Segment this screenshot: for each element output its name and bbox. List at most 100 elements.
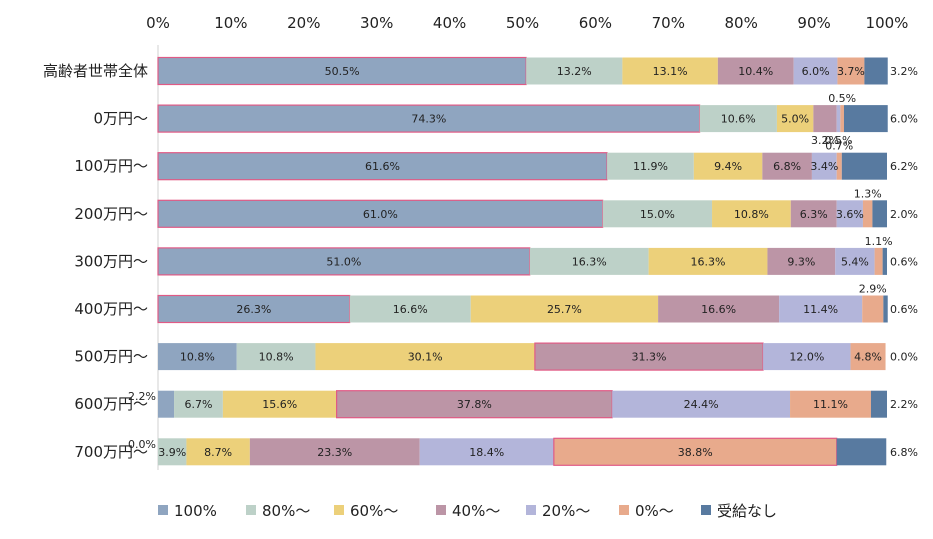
x-tick-label: 30% — [360, 14, 393, 32]
bar-segment — [222, 390, 337, 418]
data-label: 16.3% — [572, 255, 607, 268]
data-label: 2.2% — [128, 390, 156, 403]
data-label: 3.2% — [811, 134, 839, 147]
data-label: 6.8% — [890, 446, 918, 459]
bar-segment — [336, 390, 613, 419]
bar-segment — [157, 199, 604, 228]
data-label: 50.5% — [325, 65, 360, 78]
data-label: 16.3% — [691, 255, 726, 268]
data-label: 10.8% — [180, 351, 215, 364]
bar-segment — [693, 152, 763, 180]
data-label: 4.8% — [854, 351, 882, 364]
data-label: 15.0% — [640, 208, 675, 221]
bar-segment — [811, 152, 837, 180]
bar-segment — [602, 200, 713, 228]
legend-swatch — [334, 505, 344, 515]
data-label: 31.3% — [632, 351, 667, 364]
data-label: 6.2% — [890, 160, 918, 173]
bar-segment — [882, 247, 887, 275]
x-tick-label: 100% — [866, 14, 909, 32]
bar-segment — [843, 105, 888, 133]
data-label: 0.5% — [825, 134, 853, 147]
data-label: 3.7% — [837, 65, 865, 78]
data-label: 1.1% — [865, 235, 893, 248]
data-label: 2.0% — [890, 208, 918, 221]
legend-swatch — [436, 505, 446, 515]
bar-segment — [762, 152, 812, 180]
x-tick-label: 10% — [214, 14, 247, 32]
legend-swatch — [526, 505, 536, 515]
bar-segment — [658, 295, 780, 323]
bar-segment — [534, 342, 764, 371]
bar-segment — [840, 105, 844, 133]
bar-segment — [158, 390, 175, 418]
bar-segment — [767, 247, 836, 275]
bar-segment — [790, 390, 871, 418]
bar-segment — [763, 343, 851, 371]
data-label: 5.0% — [781, 113, 809, 126]
data-label: 10.8% — [259, 351, 294, 364]
bar-segment — [712, 200, 791, 228]
bar-segment — [836, 200, 863, 228]
data-label: 10.8% — [734, 208, 769, 221]
bar-segment — [862, 295, 884, 323]
data-label: 6.0% — [802, 65, 830, 78]
legend-swatch — [158, 505, 168, 515]
category-label: 0万円～ — [93, 110, 148, 128]
data-label: 38.8% — [678, 446, 713, 459]
bar-segment — [793, 57, 838, 85]
bar-segment — [835, 247, 875, 275]
data-label: 0.6% — [890, 303, 918, 316]
data-label: 11.4% — [803, 303, 838, 316]
bar-segment — [699, 105, 777, 133]
data-label: 51.0% — [326, 255, 361, 268]
data-label: 18.4% — [469, 446, 504, 459]
data-label: 2.9% — [859, 283, 887, 296]
data-label: 6.7% — [184, 398, 212, 411]
data-label: 16.6% — [701, 303, 736, 316]
bar-segment — [850, 343, 886, 371]
bar-segment — [836, 438, 887, 466]
legend-label: 80%～ — [262, 502, 310, 520]
legend-swatch — [619, 505, 629, 515]
data-label: 15.6% — [262, 398, 297, 411]
x-tick-label: 80% — [725, 14, 758, 32]
data-label: 10.4% — [738, 65, 773, 78]
bar-segment — [249, 438, 420, 466]
data-label: 11.9% — [633, 160, 668, 173]
category-label: 600万円～ — [74, 395, 148, 413]
data-label: 8.7% — [204, 446, 232, 459]
data-label: 6.8% — [773, 160, 801, 173]
data-label: 30.1% — [408, 351, 443, 364]
data-label: 3.9% — [158, 446, 186, 459]
category-label: 400万円～ — [74, 300, 148, 318]
legend-label: 60%～ — [350, 502, 398, 520]
bar-segment — [158, 343, 237, 371]
bar-segment — [862, 200, 873, 228]
x-tick-label: 50% — [506, 14, 539, 32]
bar-segment — [648, 247, 768, 275]
bar-segment — [526, 57, 623, 85]
data-label: 9.3% — [787, 255, 815, 268]
data-label: 23.3% — [317, 446, 352, 459]
bar-segment — [607, 152, 694, 180]
bar-segment — [836, 152, 842, 180]
bar-segment — [717, 57, 794, 85]
bar-segment — [186, 438, 250, 466]
data-label: 9.4% — [714, 160, 742, 173]
bar-segment — [157, 152, 608, 181]
data-label: 61.0% — [363, 208, 398, 221]
bar-segment — [872, 200, 887, 228]
data-label: 10.6% — [721, 113, 756, 126]
legend-label: 0%～ — [635, 502, 674, 520]
data-label: 11.1% — [813, 398, 848, 411]
bar-segment — [837, 57, 865, 85]
data-label: 12.0% — [789, 351, 824, 364]
bar-segment — [874, 247, 883, 275]
data-label: 0.7% — [825, 140, 853, 153]
category-label: 100万円～ — [74, 157, 148, 175]
bar-segment — [157, 247, 531, 276]
category-label: 700万円～ — [74, 443, 148, 461]
